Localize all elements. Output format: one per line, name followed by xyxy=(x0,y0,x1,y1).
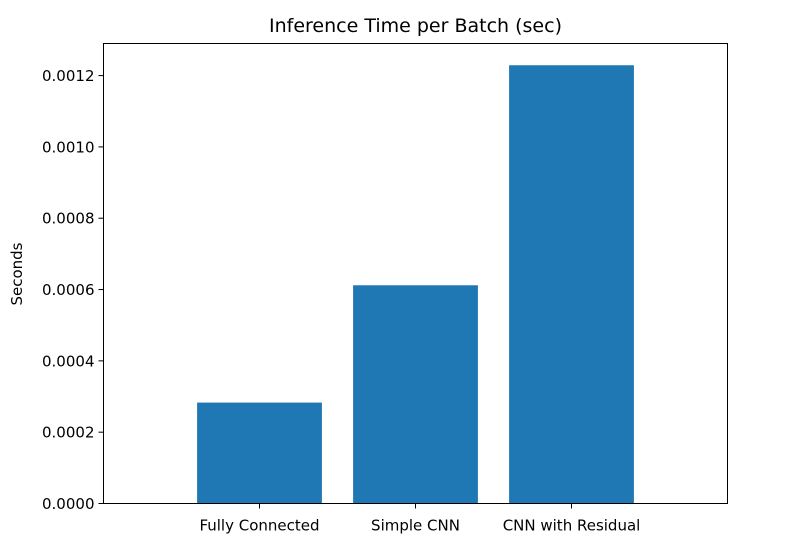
y-tick-label-6: 0.0012 xyxy=(42,67,95,85)
y-tick-label-2: 0.0004 xyxy=(42,352,95,370)
bar-0 xyxy=(197,402,322,504)
bar-2 xyxy=(509,65,634,504)
y-axis: 0.0000 0.0002 0.0004 0.0006 0.0008 0.0010 0.00… xyxy=(42,67,104,513)
y-tick-label-0: 0.0000 xyxy=(42,495,95,513)
y-tick-label-1: 0.0002 xyxy=(42,424,95,442)
y-axis-label: Seconds xyxy=(8,242,26,305)
x-tick-label-2: CNN with Residual xyxy=(503,517,641,535)
x-tick-label-1: Simple CNN xyxy=(371,517,460,535)
plot-frame xyxy=(103,43,728,504)
y-tick-label-3: 0.0006 xyxy=(42,281,95,299)
x-tick-label-0: Fully Connected xyxy=(199,517,319,535)
y-tick-label-5: 0.0010 xyxy=(42,138,95,156)
x-axis: Fully Connected Simple CNN CNN with Residu… xyxy=(199,503,641,535)
chart-title: Inference Time per Batch (sec) xyxy=(269,15,562,37)
bar-1 xyxy=(353,285,478,504)
bars-group xyxy=(197,65,634,504)
y-tick-label-4: 0.0008 xyxy=(42,210,95,228)
